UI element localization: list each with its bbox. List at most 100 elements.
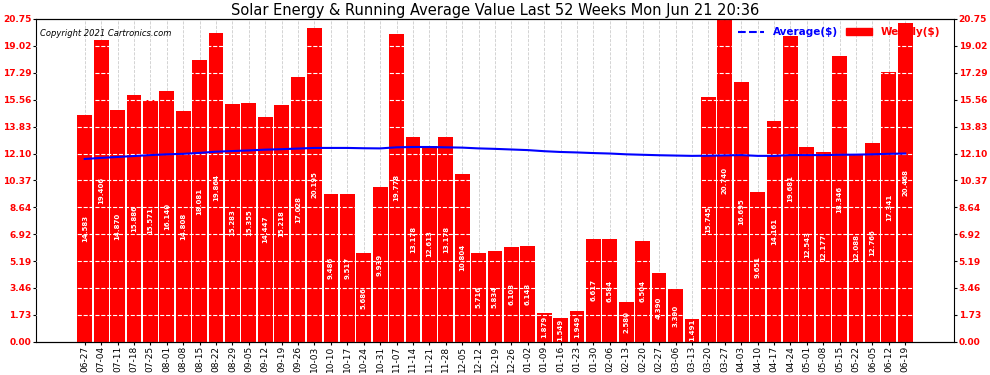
Text: 20.740: 20.740 [722, 167, 728, 194]
Bar [340, 194, 354, 342]
Bar [422, 146, 437, 342]
Text: 1.491: 1.491 [689, 319, 695, 341]
Text: 15.886: 15.886 [131, 205, 137, 232]
Text: 15.355: 15.355 [246, 209, 251, 236]
Bar [881, 72, 896, 342]
Bar [619, 302, 634, 342]
Text: Copyright 2021 Cartronics.com: Copyright 2021 Cartronics.com [41, 28, 171, 38]
Text: 18.346: 18.346 [837, 186, 842, 213]
Bar [225, 104, 240, 342]
Bar [274, 105, 289, 342]
Bar [586, 239, 601, 342]
Text: 1.949: 1.949 [574, 315, 580, 338]
Title: Solar Energy & Running Average Value Last 52 Weeks Mon Jun 21 20:36: Solar Energy & Running Average Value Las… [231, 3, 759, 18]
Text: 2.580: 2.580 [624, 311, 630, 333]
Bar [324, 194, 339, 342]
Text: 4.390: 4.390 [656, 297, 662, 319]
Bar [471, 253, 486, 342]
Text: 12.766: 12.766 [869, 229, 875, 256]
Bar [192, 60, 207, 342]
Bar [848, 154, 863, 342]
Text: 12.613: 12.613 [427, 230, 433, 257]
Text: 14.870: 14.870 [115, 213, 121, 240]
Text: 1.879: 1.879 [542, 316, 547, 338]
Text: 9.517: 9.517 [345, 257, 350, 279]
Text: 5.686: 5.686 [360, 286, 366, 309]
Bar [750, 192, 765, 342]
Text: 19.778: 19.778 [394, 174, 400, 201]
Text: 12.177: 12.177 [821, 234, 827, 261]
Text: 9.939: 9.939 [377, 254, 383, 276]
Bar [406, 137, 421, 342]
Text: 19.406: 19.406 [98, 177, 104, 204]
Text: 6.584: 6.584 [607, 279, 613, 302]
Bar [783, 36, 798, 342]
Bar [454, 174, 469, 342]
Bar [143, 99, 157, 342]
Text: 10.804: 10.804 [459, 244, 465, 272]
Bar [521, 246, 536, 342]
Bar [488, 251, 502, 342]
Bar [636, 241, 650, 342]
Bar [537, 313, 551, 342]
Text: 16.695: 16.695 [739, 198, 744, 225]
Bar [833, 56, 847, 342]
Bar [684, 319, 699, 342]
Text: 17.028: 17.028 [295, 196, 301, 223]
Bar [389, 34, 404, 342]
Text: 19.864: 19.864 [213, 174, 219, 201]
Text: 12.088: 12.088 [853, 234, 859, 261]
Text: 16.140: 16.140 [163, 202, 169, 230]
Bar [766, 122, 781, 342]
Text: 17.341: 17.341 [886, 193, 892, 220]
Text: 15.218: 15.218 [278, 210, 285, 237]
Bar [800, 147, 814, 342]
Bar [176, 111, 190, 342]
Text: 14.583: 14.583 [82, 215, 88, 242]
Bar [816, 152, 831, 342]
Bar [77, 115, 92, 342]
Bar [127, 94, 142, 342]
Text: 15.571: 15.571 [148, 207, 153, 234]
Text: 14.808: 14.808 [180, 213, 186, 240]
Bar [734, 82, 748, 342]
Bar [439, 137, 453, 342]
Text: 20.195: 20.195 [312, 171, 318, 198]
Text: 18.081: 18.081 [197, 188, 203, 215]
Text: 20.468: 20.468 [902, 169, 908, 196]
Bar [504, 247, 519, 342]
Bar [209, 33, 224, 342]
Bar [257, 117, 272, 342]
Bar [356, 254, 371, 342]
Text: 19.681: 19.681 [787, 175, 793, 202]
Bar [668, 289, 683, 342]
Text: 13.178: 13.178 [410, 226, 416, 253]
Bar [603, 239, 617, 342]
Legend: Average($), Weekly($): Average($), Weekly($) [739, 27, 940, 38]
Bar [373, 187, 387, 342]
Bar [718, 19, 733, 342]
Text: 15.745: 15.745 [705, 206, 712, 233]
Bar [865, 143, 880, 342]
Text: 14.161: 14.161 [771, 218, 777, 245]
Bar [242, 103, 256, 342]
Text: 9.486: 9.486 [328, 257, 334, 279]
Bar [569, 312, 584, 342]
Text: 9.651: 9.651 [754, 256, 760, 278]
Bar [553, 318, 568, 342]
Bar [701, 97, 716, 342]
Text: 6.617: 6.617 [590, 279, 596, 302]
Bar [307, 28, 322, 342]
Text: 3.390: 3.390 [672, 304, 678, 327]
Bar [651, 273, 666, 342]
Bar [159, 91, 174, 342]
Text: 15.283: 15.283 [230, 210, 236, 236]
Bar [291, 77, 306, 342]
Bar [898, 23, 913, 342]
Bar [94, 40, 109, 342]
Text: 14.447: 14.447 [262, 216, 268, 243]
Text: 6.143: 6.143 [525, 283, 531, 305]
Text: 6.103: 6.103 [509, 283, 515, 305]
Text: 6.504: 6.504 [640, 280, 645, 302]
Text: 13.178: 13.178 [443, 226, 448, 253]
